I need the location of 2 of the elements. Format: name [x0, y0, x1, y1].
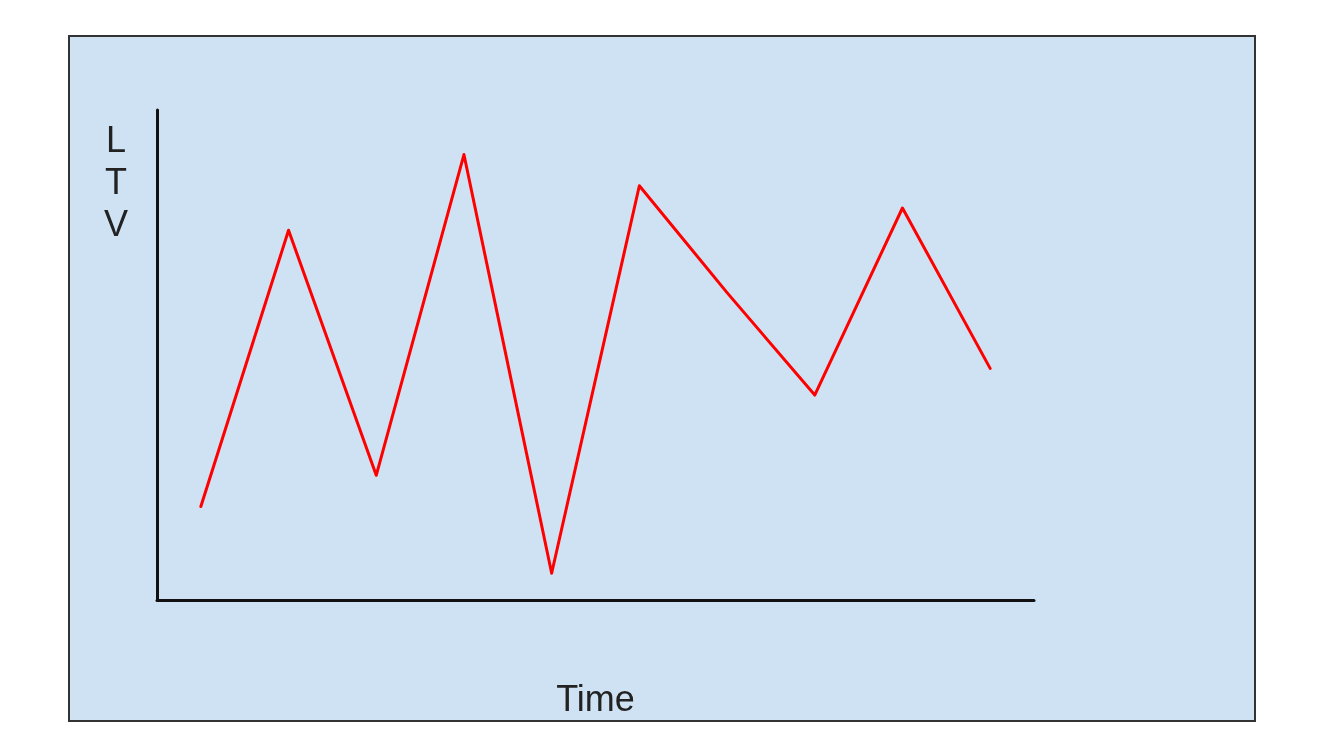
x-axis-title: Time: [556, 677, 635, 719]
y-axis-title: LTV: [104, 118, 129, 244]
